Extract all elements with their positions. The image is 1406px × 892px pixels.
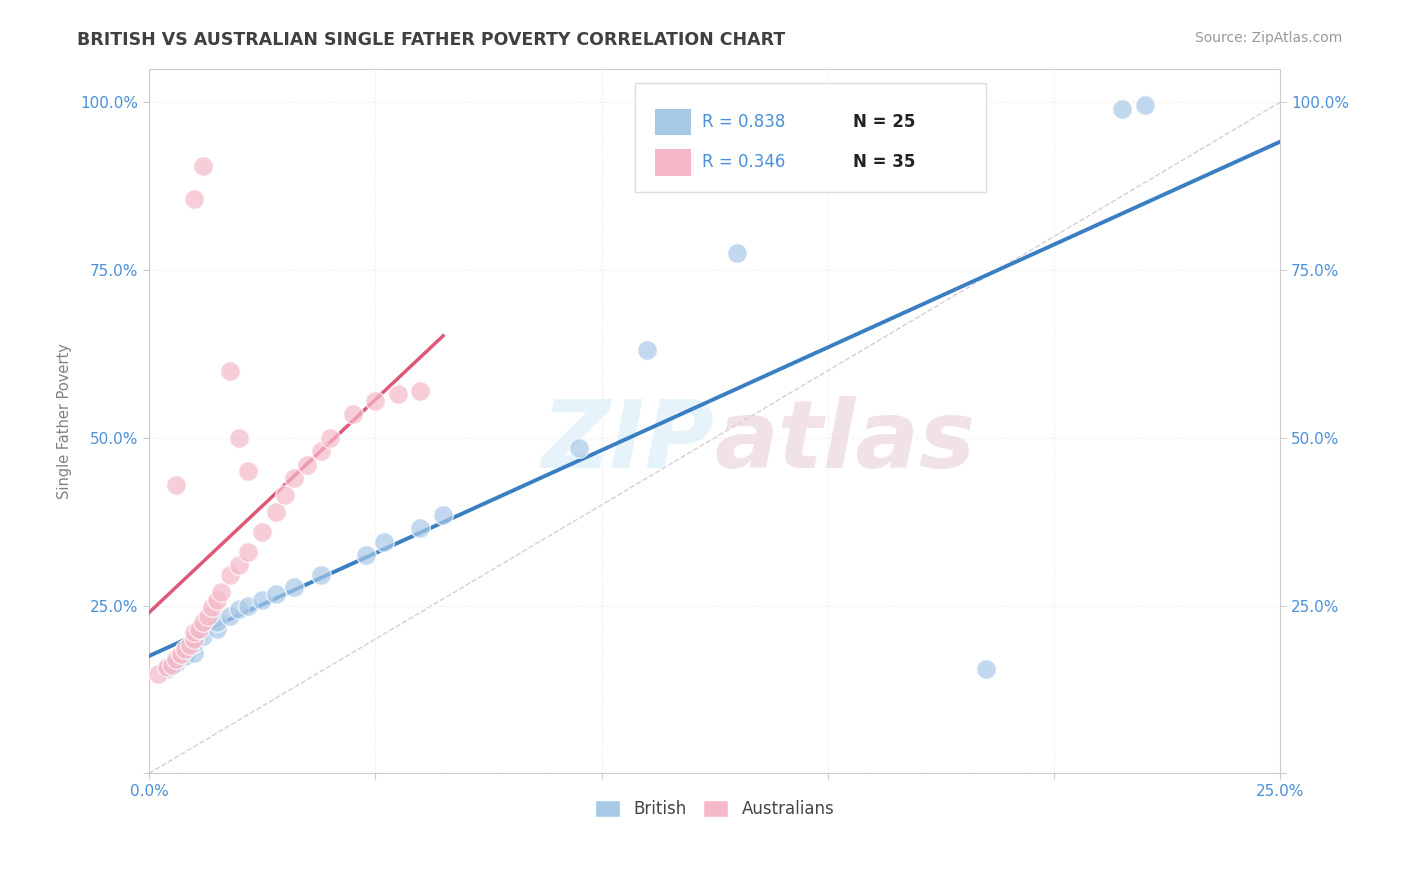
Point — [250, 524, 273, 539]
Text: N = 35: N = 35 — [852, 153, 915, 171]
Point — [205, 622, 228, 636]
Point — [364, 393, 387, 408]
Point — [273, 488, 295, 502]
Text: Source: ZipAtlas.com: Source: ZipAtlas.com — [1195, 31, 1343, 45]
Point — [193, 159, 215, 173]
Point — [183, 635, 205, 649]
Point — [228, 558, 250, 573]
Point — [309, 568, 332, 582]
Text: BRITISH VS AUSTRALIAN SINGLE FATHER POVERTY CORRELATION CHART: BRITISH VS AUSTRALIAN SINGLE FATHER POVE… — [77, 31, 786, 49]
Point — [283, 471, 305, 485]
Point — [197, 608, 219, 623]
Point — [219, 568, 242, 582]
Point — [174, 642, 197, 657]
Point — [283, 580, 305, 594]
Point — [309, 444, 332, 458]
FancyBboxPatch shape — [655, 149, 690, 176]
Point — [297, 458, 319, 472]
Point — [165, 656, 187, 670]
Point — [146, 667, 169, 681]
Text: atlas: atlas — [714, 396, 976, 488]
Point — [183, 632, 205, 647]
Text: ZIP: ZIP — [541, 396, 714, 488]
Legend: British, Australians: British, Australians — [588, 794, 841, 825]
Point — [219, 608, 242, 623]
Point — [1133, 98, 1156, 112]
Point — [342, 407, 364, 421]
Point — [193, 629, 215, 643]
Point — [238, 464, 260, 478]
Point — [209, 585, 232, 599]
FancyBboxPatch shape — [655, 109, 690, 136]
Point — [387, 387, 409, 401]
Point — [238, 545, 260, 559]
Point — [205, 593, 228, 607]
Point — [183, 646, 205, 660]
Point — [183, 625, 205, 640]
Point — [725, 246, 748, 260]
Point — [174, 648, 197, 663]
Y-axis label: Single Father Poverty: Single Father Poverty — [58, 343, 72, 499]
Point — [201, 599, 224, 614]
Point — [354, 548, 377, 562]
Point — [636, 343, 658, 358]
Point — [974, 662, 997, 676]
Point — [373, 534, 395, 549]
Text: R = 0.346: R = 0.346 — [702, 153, 786, 171]
Text: N = 25: N = 25 — [852, 113, 915, 131]
Point — [409, 384, 432, 398]
Point — [179, 638, 201, 652]
Point — [238, 599, 260, 613]
Point — [187, 622, 209, 636]
Point — [432, 508, 454, 522]
Point — [205, 615, 228, 630]
Point — [156, 662, 179, 676]
Point — [1111, 102, 1133, 116]
Point — [156, 660, 179, 674]
Point — [183, 193, 205, 207]
Point — [219, 363, 242, 377]
Point — [264, 505, 287, 519]
Point — [165, 652, 187, 666]
Point — [228, 602, 250, 616]
Point — [228, 431, 250, 445]
FancyBboxPatch shape — [636, 83, 986, 192]
Point — [409, 521, 432, 535]
Point — [160, 657, 183, 672]
Point — [319, 431, 342, 445]
Point — [165, 477, 187, 491]
Point — [250, 593, 273, 607]
Point — [568, 441, 591, 455]
Point — [169, 647, 191, 661]
Point — [264, 586, 287, 600]
Point — [193, 615, 215, 630]
Text: R = 0.838: R = 0.838 — [702, 113, 786, 131]
